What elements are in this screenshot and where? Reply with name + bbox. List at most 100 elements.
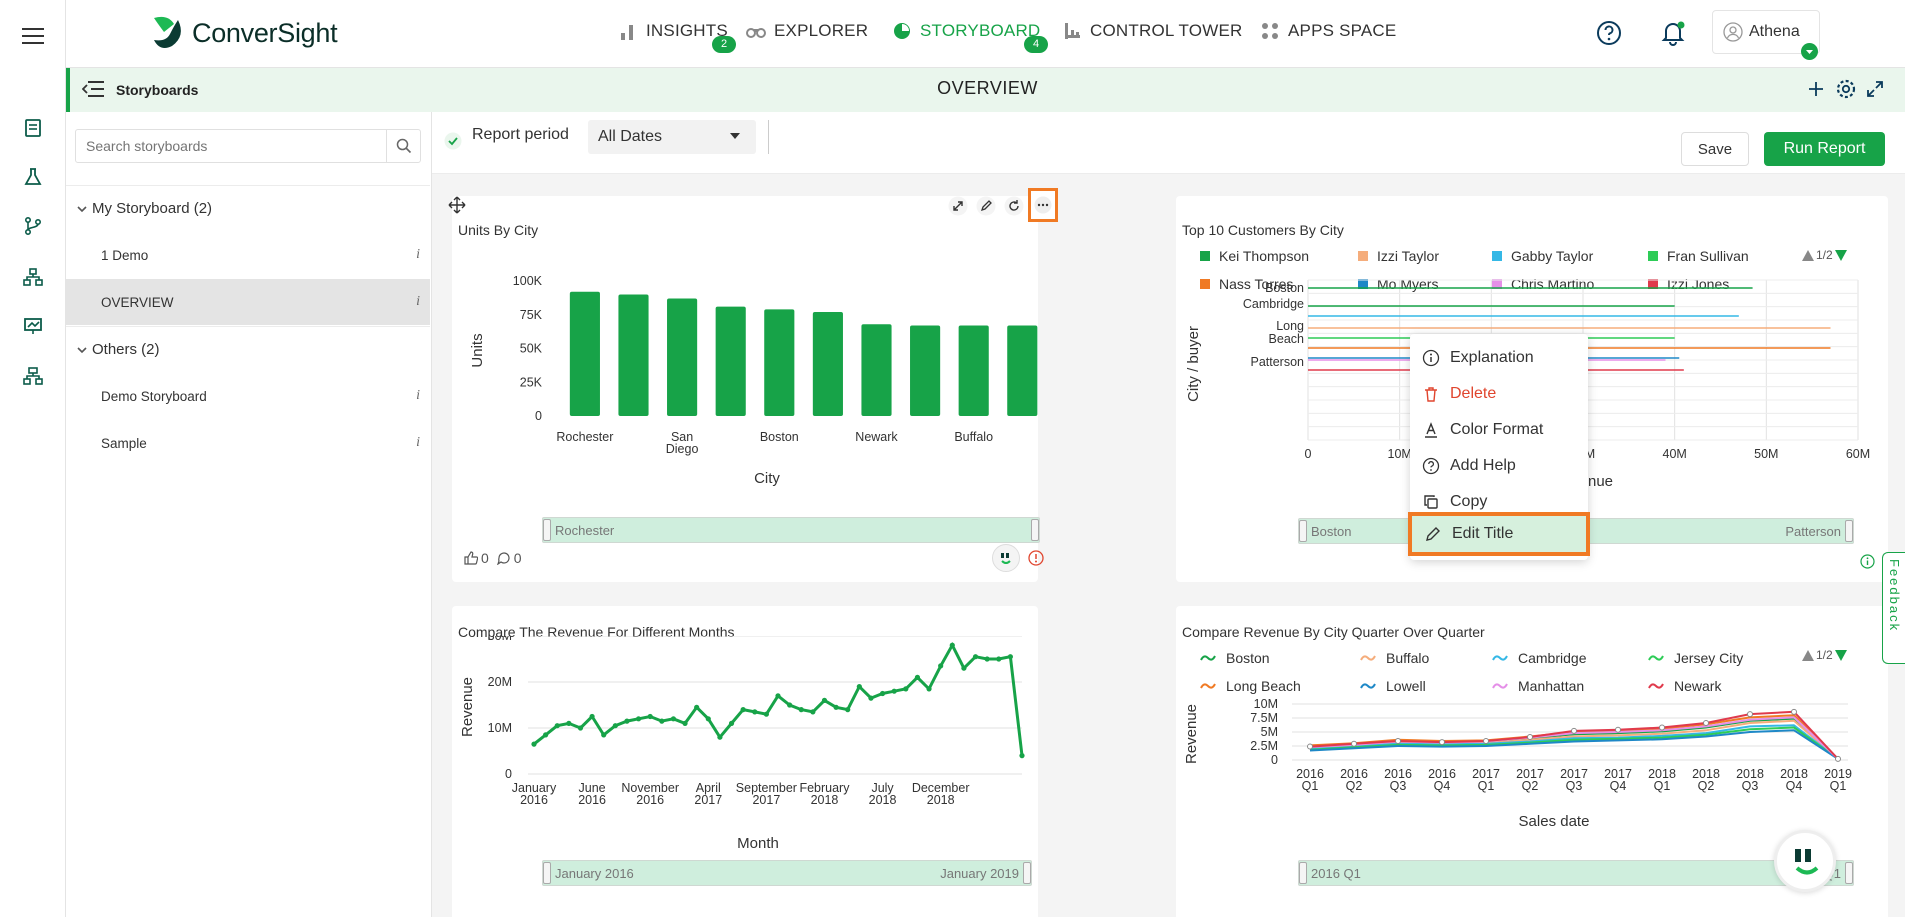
comment-icon[interactable] [496,551,511,565]
data-point[interactable] [1307,743,1313,750]
data-point[interactable] [670,716,677,722]
data-point[interactable] [554,723,560,729]
data-point[interactable] [868,695,874,701]
data-point[interactable] [647,713,653,720]
slider-right-handle[interactable] [1845,862,1853,884]
refresh-chart-icon[interactable] [1004,196,1024,216]
bar[interactable] [861,324,892,416]
legend-item[interactable]: Fran Sullivan [1648,248,1749,264]
data-point[interactable] [996,656,1002,662]
data-point[interactable] [1791,708,1797,715]
collapse-sidebar-icon[interactable] [82,80,104,98]
data-point[interactable] [856,684,862,690]
help-icon[interactable] [1596,20,1622,46]
legend-item[interactable]: Kei Thompson [1200,248,1309,264]
legend-item[interactable]: Buffalo [1360,650,1429,666]
data-point[interactable] [566,720,572,726]
data-point[interactable] [1571,727,1577,734]
legend-next-icon[interactable] [1834,249,1847,261]
bar[interactable] [618,294,649,417]
data-point[interactable] [659,718,665,724]
data-point[interactable] [984,656,990,662]
bar[interactable] [569,291,600,416]
nav-apps-space[interactable]: APPS SPACE [1260,20,1396,42]
bar[interactable] [910,325,941,416]
data-point[interactable] [694,704,700,710]
legend-item[interactable]: Cambridge [1492,650,1586,666]
legend-item[interactable]: Lowell [1360,678,1426,694]
legend-prev-icon[interactable] [1802,249,1814,261]
data-point[interactable] [938,663,944,669]
legend-item[interactable]: Jersey City [1648,650,1743,666]
nav-explorer[interactable]: EXPLORER [746,20,868,42]
save-button[interactable]: Save [1681,132,1749,166]
data-point[interactable] [810,709,816,715]
report-period-check-icon[interactable] [444,132,462,150]
legend-item[interactable]: Izzi Taylor [1358,248,1439,264]
search-icon[interactable] [386,130,421,162]
data-point[interactable] [1395,737,1401,744]
workflow-icon[interactable] [19,212,47,240]
data-point[interactable] [879,690,886,697]
info-icon[interactable]: i [416,247,420,262]
info-circle-icon[interactable] [1860,554,1875,569]
feedback-tab[interactable]: Feedback [1882,552,1905,664]
org-chart-icon[interactable] [19,362,47,390]
data-point[interactable] [798,707,804,713]
legend-item[interactable]: Newark [1648,678,1721,694]
range-slider[interactable]: 2016 Q12019 Q1 [1298,860,1854,886]
data-point[interactable] [1351,740,1357,747]
group-others[interactable]: Others (2) [66,326,430,372]
slider-left-handle[interactable] [543,519,551,541]
edit-chart-icon[interactable] [976,196,996,216]
slider-left-handle[interactable] [1299,520,1307,542]
data-point[interactable] [1527,734,1533,741]
range-slider[interactable]: Rochester [542,517,1040,543]
data-point[interactable] [914,674,921,680]
nav-storyboard[interactable]: STORYBOARD [892,20,1040,42]
report-period-select[interactable]: All Dates [588,120,756,154]
flask-icon[interactable] [19,163,47,191]
data-point[interactable] [728,720,735,726]
data-point[interactable] [531,741,537,747]
data-point[interactable] [926,686,932,692]
report-icon[interactable] [19,114,47,142]
thumbs-up-icon[interactable] [464,551,478,565]
bar[interactable] [958,325,989,416]
info-icon[interactable]: i [416,294,420,309]
hierarchy-icon[interactable] [19,263,47,291]
data-point[interactable] [775,693,781,699]
data-point[interactable] [601,732,607,738]
data-point[interactable] [1703,720,1709,727]
legend-next-icon[interactable] [1834,649,1847,661]
group-my-storyboard[interactable]: My Storyboard (2) [66,185,430,231]
app-logo[interactable]: ConverSight [148,14,338,52]
run-report-button[interactable]: Run Report [1764,132,1885,166]
data-point[interactable] [891,688,897,694]
menu-item-edit-title[interactable]: Edit Title [1408,512,1590,556]
range-slider[interactable]: January 2016 January 2019 [542,860,1032,886]
legend-item[interactable]: Nass Torres [1200,276,1293,292]
slider-right-handle[interactable] [1845,520,1853,542]
menu-item-copy[interactable]: Copy [1410,484,1588,520]
data-point[interactable] [1747,711,1753,718]
data-point[interactable] [589,713,595,720]
settings-gear-icon[interactable] [1835,78,1857,100]
presentation-icon[interactable] [19,312,47,340]
data-point[interactable] [612,723,618,729]
menu-item-add-help[interactable]: Add Help [1410,448,1588,484]
user-menu[interactable]: Athena [1712,10,1820,60]
add-icon[interactable] [1806,79,1826,99]
fullscreen-icon[interactable] [1866,80,1884,98]
data-point[interactable] [961,665,967,671]
hamburger-menu-icon[interactable] [19,22,47,50]
data-point[interactable] [1835,755,1841,762]
data-point[interactable] [705,716,711,722]
menu-item-color-format[interactable]: Color Format [1410,412,1588,448]
data-point[interactable] [624,718,630,724]
slider-right-handle[interactable] [1023,862,1031,884]
data-point[interactable] [763,711,769,717]
data-point[interactable] [1615,726,1621,733]
data-point[interactable] [1659,724,1665,731]
data-point[interactable] [717,734,723,740]
